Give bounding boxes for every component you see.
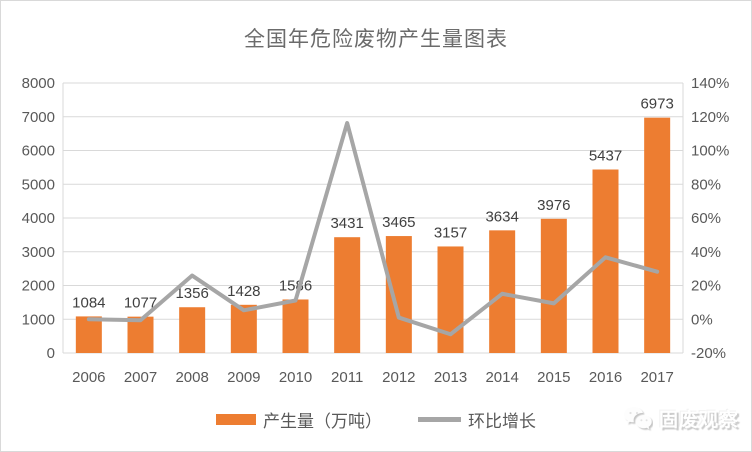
x-axis-category-label: 2011: [331, 369, 363, 386]
bar: [540, 218, 567, 353]
x-axis-category-label: 2016: [589, 369, 622, 386]
bar-data-label: 5437: [589, 148, 622, 165]
left-axis-tick-label: 0: [47, 345, 55, 362]
x-axis-category-label: 2013: [434, 369, 467, 386]
bar-data-label: 1084: [72, 294, 105, 311]
x-axis-category-label: 2008: [175, 369, 208, 386]
right-axis-tick-label: 120%: [691, 109, 729, 126]
wechat-chat-bubbles-icon: [623, 406, 652, 429]
right-axis-tick-label: 40%: [691, 244, 721, 261]
growth-line: [86, 120, 660, 337]
bar: [644, 117, 671, 353]
line-series-swatch: [418, 417, 461, 422]
left-axis-tick-label: 2000: [22, 278, 55, 295]
bar-data-label: 1356: [175, 285, 208, 302]
bar: [334, 237, 361, 353]
chart-legend: 产生量（万吨） 环比增长: [1, 407, 751, 432]
bar: [75, 316, 102, 353]
bar: [230, 304, 257, 353]
chart-plot-area: 0 -20% 1000 0% 2000 20% 3000 40% 4000 60% 5000 80% 6…: [22, 75, 730, 386]
legend-label-production: 产生量（万吨）: [263, 412, 382, 431]
x-axis-category-label: 2010: [279, 369, 312, 386]
right-axis-tick-label: 100%: [691, 143, 729, 160]
left-axis-tick-label: 7000: [22, 109, 55, 126]
legend-item-growth: 环比增长: [418, 407, 536, 432]
bar-data-label: 1077: [124, 295, 157, 312]
x-axis-category-label: 2007: [124, 369, 157, 386]
legend-label-growth: 环比增长: [468, 412, 536, 431]
left-axis-tick-label: 8000: [22, 75, 55, 92]
left-axis-tick-label: 1000: [22, 311, 55, 328]
right-axis-tick-label: 140%: [691, 75, 729, 92]
x-axis-category-label: 2006: [72, 369, 105, 386]
bar: [282, 299, 309, 353]
x-axis-category-label: 2014: [485, 369, 518, 386]
bar-data-label: 3634: [485, 208, 518, 225]
left-axis-tick-label: 5000: [22, 176, 55, 193]
x-axis-category-label: 2017: [640, 369, 673, 386]
bar-series-swatch: [216, 414, 256, 425]
bar-data-label: 1428: [227, 283, 260, 300]
left-axis-tick-label: 6000: [22, 143, 55, 160]
bar-data-label: 6973: [640, 96, 673, 113]
watermark: 固废观察: [623, 405, 739, 432]
bar: [179, 307, 206, 353]
left-axis-tick-label: 4000: [22, 210, 55, 227]
chart-title: 全国年危险废物产生量图表: [244, 28, 508, 51]
bar: [437, 246, 464, 353]
bar-data-label: 3157: [434, 224, 467, 241]
bar-data-label: 3431: [330, 215, 363, 232]
right-axis-tick-label: 80%: [691, 176, 721, 193]
bar: [489, 230, 516, 353]
bar-data-label: 3976: [537, 197, 570, 214]
bar-data-label: 3465: [382, 214, 415, 231]
right-axis-tick-label: 0%: [691, 311, 713, 328]
bar: [127, 316, 154, 353]
bar-data-label: 1586: [279, 277, 312, 294]
legend-item-production: 产生量（万吨）: [216, 407, 382, 432]
right-axis-tick-label: -20%: [691, 345, 726, 362]
watermark-text: 固废观察: [658, 410, 739, 431]
right-axis-tick-label: 20%: [691, 278, 721, 295]
x-axis-category-label: 2015: [537, 369, 570, 386]
bar: [385, 236, 412, 353]
x-axis-category-label: 2012: [382, 369, 415, 386]
x-axis-category-label: 2009: [227, 369, 260, 386]
right-axis-tick-label: 60%: [691, 210, 721, 227]
left-axis-tick-label: 3000: [22, 244, 55, 261]
